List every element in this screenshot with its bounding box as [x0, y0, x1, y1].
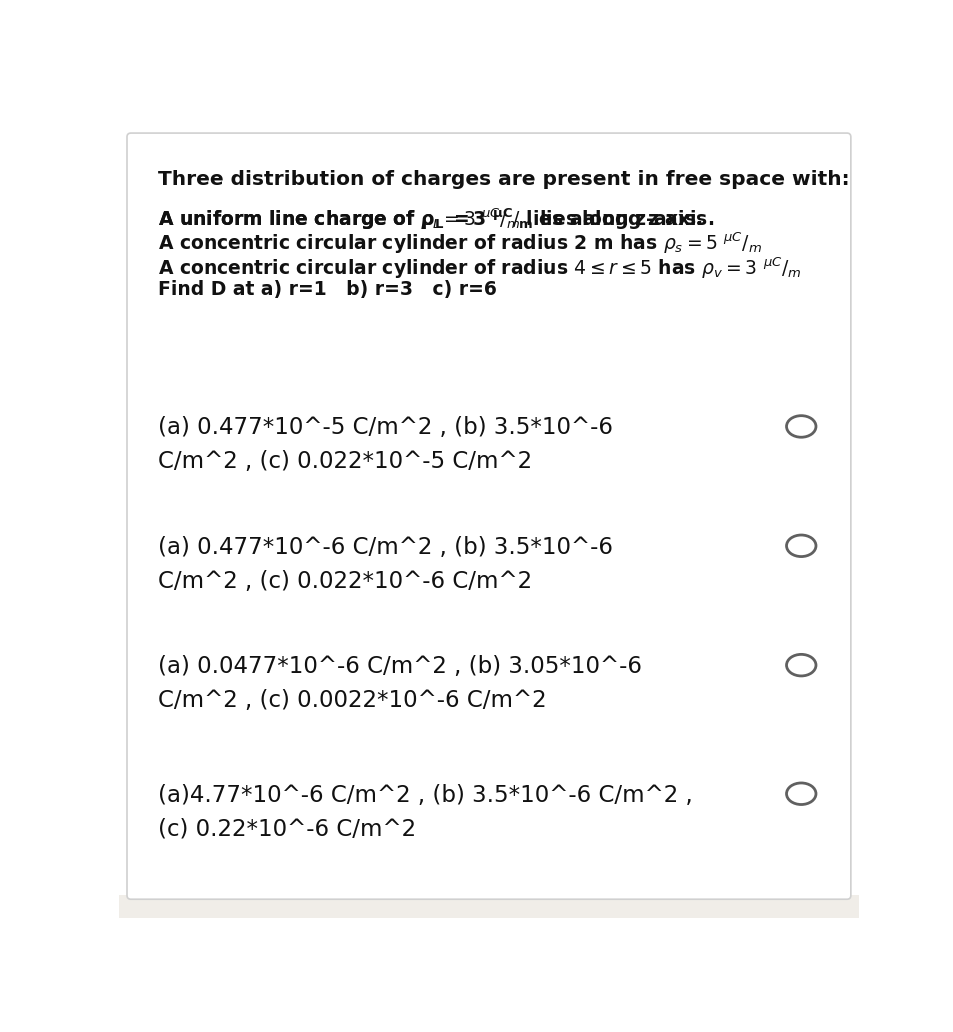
- Text: (a) 0.0477*10^-6 C/m^2 , (b) 3.05*10^-6
C/m^2 , (c) 0.0022*10^-6 C/m^2: (a) 0.0477*10^-6 C/m^2 , (b) 3.05*10^-6 …: [158, 655, 641, 712]
- Text: A uniform line charge of $\rho_L = 3\ ^{\mu C}/_{m}$ lies along z-axis.: A uniform line charge of $\rho_L = 3\ ^{…: [158, 206, 702, 232]
- Text: Three distribution of charges are present in free space with:: Three distribution of charges are presen…: [158, 170, 849, 189]
- Text: (a) 0.477*10^-5 C/m^2 , (b) 3.5*10^-6
C/m^2 , (c) 0.022*10^-5 C/m^2: (a) 0.477*10^-5 C/m^2 , (b) 3.5*10^-6 C/…: [158, 417, 613, 474]
- Bar: [119, 896, 858, 918]
- Text: Find D at a) r=1   b) r=3   c) r=6: Find D at a) r=1 b) r=3 c) r=6: [158, 280, 497, 299]
- Text: (a)4.77*10^-6 C/m^2 , (b) 3.5*10^-6 C/m^2 ,
(c) 0.22*10^-6 C/m^2: (a)4.77*10^-6 C/m^2 , (b) 3.5*10^-6 C/m^…: [158, 783, 692, 840]
- Text: A concentric circular cylinder of radius $4 \leq r \leq 5$ has $\rho_v = 3\ ^{\m: A concentric circular cylinder of radius…: [158, 256, 801, 281]
- FancyBboxPatch shape: [127, 133, 850, 899]
- Text: (a) 0.477*10^-6 C/m^2 , (b) 3.5*10^-6
C/m^2 , (c) 0.022*10^-6 C/m^2: (a) 0.477*10^-6 C/m^2 , (b) 3.5*10^-6 C/…: [158, 536, 613, 592]
- Text: A uniform line charge of $\mathbf{\rho_L}$ $\mathbf{= 3}$ $^{\mathbf{\mu C}}/\ma: A uniform line charge of $\mathbf{\rho_L…: [158, 206, 714, 232]
- Text: A concentric circular cylinder of radius 2 m has $\rho_s = 5\ ^{\mu C}/_{m}$: A concentric circular cylinder of radius…: [158, 231, 761, 256]
